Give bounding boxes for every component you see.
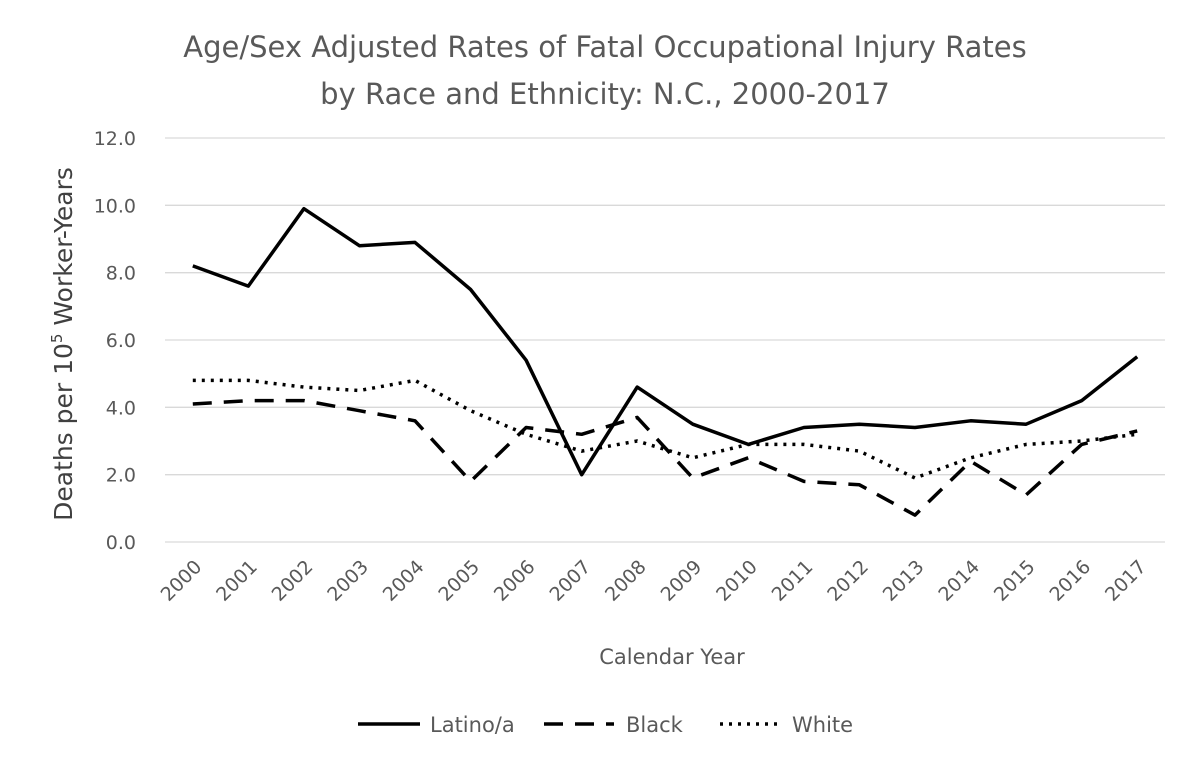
gridlines (165, 137, 1165, 543)
legend-label-latino: Latino/a (430, 713, 515, 737)
x-tick-label: 2007 (545, 556, 595, 606)
y-axis-title: Deaths per 105 Worker-Years (48, 167, 78, 521)
x-tick-label: 2001 (212, 556, 262, 606)
chart-title: Age/Sex Adjusted Rates of Fatal Occupati… (183, 30, 1026, 64)
x-tick-label: 2016 (1045, 556, 1095, 606)
x-tick-label: 2012 (823, 556, 873, 606)
x-tick-label: 2011 (768, 556, 818, 606)
y-axis-ticks: 0.0 2.0 4.0 6.0 8.0 10.0 12.0 (94, 128, 136, 554)
legend: Latino/a Black White (358, 713, 853, 737)
legend-label-black: Black (626, 713, 684, 737)
y-tick-label: 12.0 (94, 128, 136, 150)
y-axis-title-main: Deaths per 10 (49, 343, 78, 521)
x-tick-label: 2003 (323, 556, 373, 606)
x-tick-label: 2014 (934, 556, 984, 606)
x-tick-label: 2013 (879, 556, 929, 606)
y-tick-label: 2.0 (106, 465, 136, 487)
series-line-latino-a (192, 206, 1139, 477)
y-tick-label: 6.0 (106, 330, 136, 352)
series-lines (192, 206, 1139, 517)
x-axis-title: Calendar Year (599, 645, 745, 669)
x-tick-label: 2008 (601, 556, 651, 606)
x-tick-label: 2005 (434, 556, 484, 606)
x-tick-label: 2015 (990, 556, 1040, 606)
x-tick-label: 2002 (268, 556, 318, 606)
x-tick-label: 2004 (379, 556, 429, 606)
x-axis-ticks: 2000 2001 2002 2003 2004 2005 2006 2007 2008 2009… (157, 556, 1151, 606)
x-tick-label: 2006 (490, 556, 540, 606)
y-axis-title-rest: Worker-Years (49, 167, 78, 333)
y-tick-label: 0.0 (106, 532, 136, 554)
x-tick-label: 2000 (157, 556, 207, 606)
y-axis-title-superscript: 5 (48, 334, 66, 344)
x-tick-label: 2009 (657, 556, 707, 606)
x-tick-label: 2010 (712, 556, 762, 606)
series-line-black (192, 398, 1138, 517)
y-tick-label: 4.0 (106, 397, 136, 419)
series-line-white (192, 378, 1138, 480)
chart-subtitle: by Race and Ethnicity: N.C., 2000-2017 (320, 77, 890, 111)
x-tick-label: 2017 (1101, 556, 1151, 606)
y-tick-label: 8.0 (106, 263, 136, 285)
legend-label-white: White (792, 713, 853, 737)
y-tick-label: 10.0 (94, 195, 136, 217)
